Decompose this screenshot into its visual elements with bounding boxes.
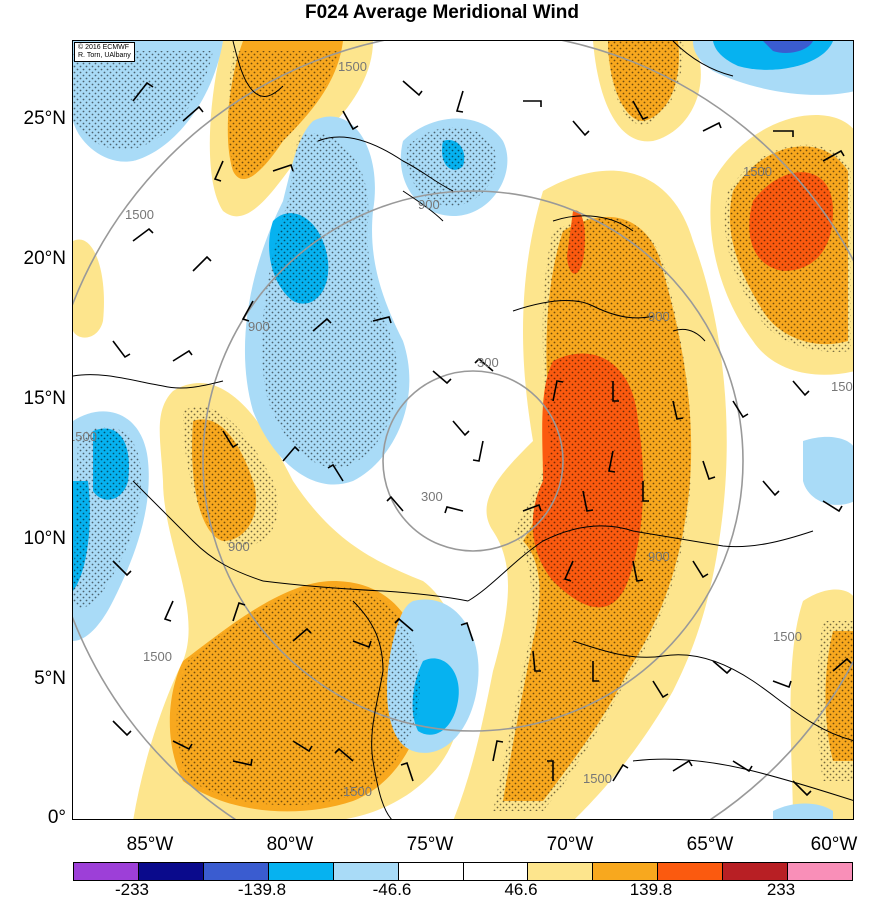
shade-positive-west-edge <box>73 239 104 338</box>
colorbar-swatch <box>268 863 334 880</box>
contour-label-1500-i: 1500 <box>773 629 802 644</box>
contour-label-900-e: 900 <box>228 539 250 554</box>
lat-label: 5°N <box>34 668 66 689</box>
lon-label: 80°W <box>266 834 314 855</box>
lon-label: 60°W <box>810 834 858 855</box>
colorbar-swatch <box>658 863 724 880</box>
contour-label-1500-a: 1500 <box>338 59 367 74</box>
colorbar-swatch <box>463 863 529 880</box>
colorbar-label: 46.6 <box>504 880 538 899</box>
contour-label-900-b: 900 <box>248 319 270 334</box>
shade-negative-south-core <box>412 658 459 735</box>
contour-label-300-a: 300 <box>477 355 499 370</box>
contour-label-300-b: 300 <box>421 489 443 504</box>
lon-label: 75°W <box>406 834 454 855</box>
lat-label: 15°N <box>23 388 66 409</box>
colorbar-label: -233 <box>114 880 150 899</box>
colorbar-swatch <box>593 863 659 880</box>
contour-label-1500-g: 1500 <box>343 784 372 799</box>
colorbar-label: 139.8 <box>629 880 673 899</box>
contour-label-1500-d: 1500 <box>831 379 854 394</box>
contour-label-1500-h: 1500 <box>583 771 612 786</box>
map-panel: 300 300 900 900 900 900 900 1500 1500 15… <box>72 40 854 820</box>
coastlines <box>73 41 853 819</box>
colorbar-label: -46.6 <box>372 880 412 899</box>
colorbar-swatch <box>74 863 139 880</box>
map-title: F024 Average Meridional Wind <box>305 2 579 23</box>
colorbar-label: 233 <box>766 880 796 899</box>
credit-box: © 2016 ECMWF R. Torn, UAlbany <box>74 42 135 62</box>
lat-label: 0° <box>47 807 66 828</box>
lon-label: 70°W <box>546 834 594 855</box>
lat-label: 25°N <box>23 108 66 129</box>
contour-labels: 300 300 900 900 900 900 900 1500 1500 15… <box>73 59 854 799</box>
colorbar-swatch <box>203 863 269 880</box>
contour-label-1500-b: 1500 <box>125 207 154 222</box>
colorbar-swatch <box>788 863 853 880</box>
contour-label-1500-f: 1500 <box>143 649 172 664</box>
lon-label: 65°W <box>686 834 734 855</box>
colorbar-swatch <box>333 863 399 880</box>
colorbar-label: -139.8 <box>237 880 287 899</box>
wind-barbs <box>112 80 852 797</box>
colorbar <box>73 862 853 881</box>
colorbar-swatch <box>138 863 204 880</box>
contour-label-1500-c: 1500 <box>743 164 772 179</box>
distance-contours <box>73 41 853 819</box>
credit-line: R. Torn, UAlbany <box>78 52 131 59</box>
colorbar-swatch <box>398 863 464 880</box>
colorbar-swatch <box>528 863 594 880</box>
colorbar-swatch <box>723 863 789 880</box>
lon-label: 85°W <box>126 834 174 855</box>
shade-negative-ne-max <box>763 41 813 53</box>
lat-label: 10°N <box>23 528 66 549</box>
credit-line: © 2016 ECMWF <box>78 44 130 51</box>
contour-label-900-c: 900 <box>648 309 670 324</box>
shade-negative-east-edge <box>803 436 853 505</box>
meridional-wind-map: 300 300 900 900 900 900 900 1500 1500 15… <box>73 41 854 819</box>
shade-negative-east-small <box>773 803 833 819</box>
contour-label-900-a: 900 <box>418 197 440 212</box>
contour-label-1500-e: 1500 <box>73 429 97 444</box>
contour-label-900-d: 900 <box>648 549 670 564</box>
lat-label: 20°N <box>23 248 66 269</box>
significance-stipple <box>73 41 853 812</box>
